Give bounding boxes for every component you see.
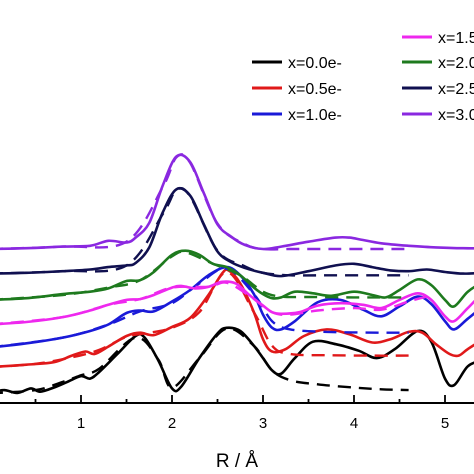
legend-label-series-5: x=2.5e- — [438, 81, 474, 98]
plot-area — [0, 153, 474, 395]
data-line-series-5 — [0, 186, 474, 278]
legend-label-series-4: x=2.0e- — [438, 55, 474, 72]
x-tick-label: 1 — [77, 415, 85, 432]
legend-label-series-6: x=3.0e- — [438, 107, 474, 124]
x-tick-label: 3 — [259, 415, 267, 432]
legend-label-series-3: x=1.5e- — [438, 30, 474, 47]
legend-label-series-2: x=1.0e- — [288, 107, 342, 124]
data-line-series-4 — [0, 249, 474, 308]
data-line-series-3 — [0, 280, 474, 326]
data-line-series-0 — [0, 326, 474, 395]
data-line-series-2 — [0, 265, 474, 348]
fit-line-series-6 — [0, 153, 409, 251]
fit-line-series-2 — [0, 267, 409, 348]
legend-label-series-0: x=0.0e- — [288, 55, 342, 72]
legend-label-series-1: x=0.5e- — [288, 81, 342, 98]
fit-line-series-1 — [0, 270, 409, 368]
x-tick-label: 2 — [168, 415, 176, 432]
legend: x=0.0e-x=0.5e-x=1.0e-x=1.5e-x=2.0e-x=2.5… — [252, 30, 474, 124]
fit-line-series-5 — [0, 186, 409, 277]
data-line-series-6 — [0, 153, 474, 251]
x-axis-title: R / Å — [216, 451, 259, 472]
x-tick-label: 5 — [441, 415, 449, 432]
x-tick-label: 4 — [350, 415, 358, 432]
axes: 1 2 3 4 5 — [0, 395, 474, 432]
data-line-series-1 — [0, 268, 474, 368]
fit-line-series-4 — [0, 250, 409, 301]
